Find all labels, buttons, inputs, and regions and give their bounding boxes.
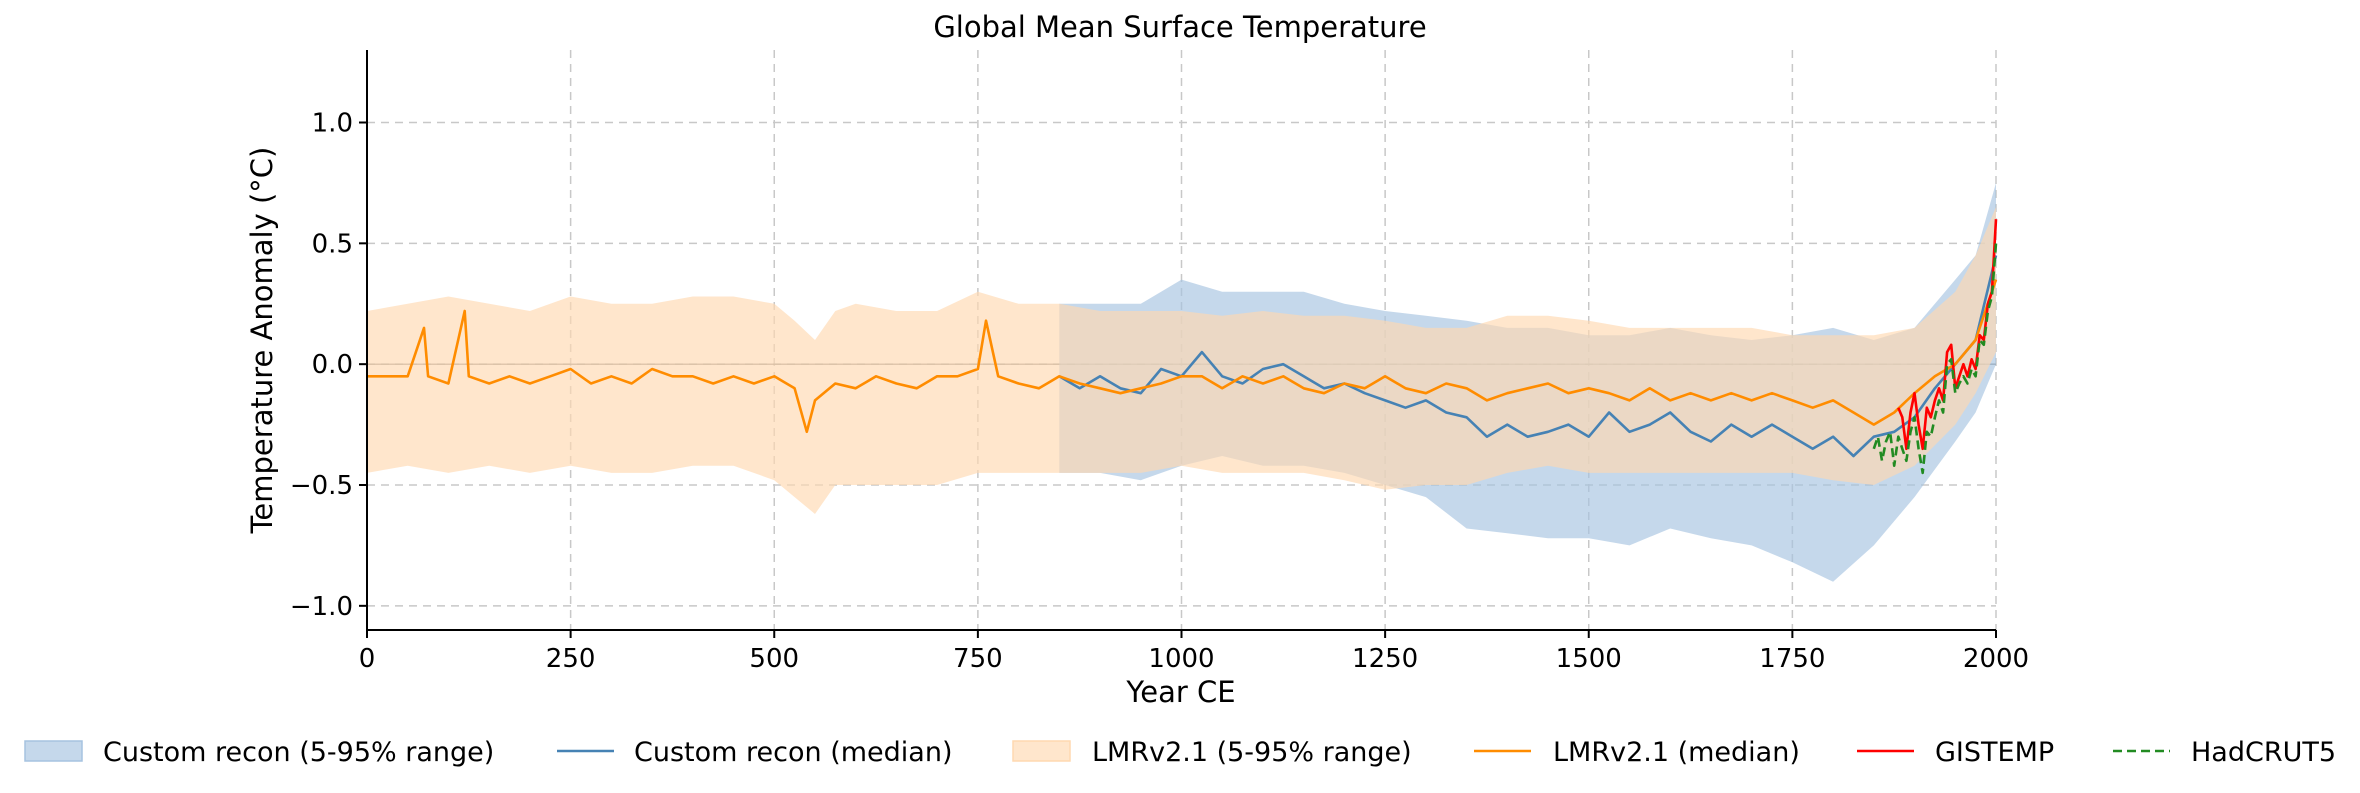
legend-label-gistemp: GISTEMP <box>1935 737 2054 768</box>
legend-label-hadcrut5: HadCRUT5 <box>2191 737 2336 768</box>
y-tick-label-2: 0.0 <box>312 350 353 380</box>
line-gistemp <box>1897 219 1998 451</box>
x-tick-label-2000: 2000 <box>1963 644 2029 674</box>
y-tick-label-1: −0.5 <box>290 471 353 501</box>
x-tick-label-1750: 1750 <box>1759 644 1825 674</box>
series-lines <box>367 219 1998 475</box>
legend-swatch-custom-recon-5-95-range <box>24 740 83 762</box>
line-hadcrut5 <box>1872 243 1998 475</box>
legend-label-lmrv2-1-5-95-range: LMRv2.1 (5-95% range) <box>1092 737 1412 768</box>
line-lmrv2-1-median <box>367 279 1998 434</box>
y-axis-title: Temperature Anomaly (°C) <box>245 147 279 535</box>
chart-title: Global Mean Surface Temperature <box>933 10 1426 44</box>
x-tick-label-1250: 1250 <box>1352 644 1418 674</box>
y-tick-label-4: 1.0 <box>312 109 353 139</box>
x-tick-label-500: 500 <box>749 644 799 674</box>
x-tick-label-750: 750 <box>953 644 1003 674</box>
x-axis-title: Year CE <box>1125 675 1235 709</box>
legend-swatch-lmrv2-1-5-95-range <box>1012 740 1071 762</box>
legend-label-custom-recon-5-95-range: Custom recon (5-95% range) <box>103 737 494 768</box>
x-ticks: 0 250 500 750 1000 1250 1500 1750 2000 <box>359 630 2029 674</box>
y-tick-label-3: 0.5 <box>312 229 353 259</box>
y-tick-label-0: −1.0 <box>290 592 353 622</box>
x-tick-label-1000: 1000 <box>1148 644 1214 674</box>
x-tick-label-0: 0 <box>359 644 376 674</box>
y-ticks: −1.0 −0.5 0.0 0.5 1.0 <box>290 109 367 622</box>
legend: Custom recon (5-95% range) Custom recon (… <box>24 737 2336 768</box>
x-tick-label-1500: 1500 <box>1556 644 1622 674</box>
legend-label-custom-recon-median: Custom recon (median) <box>634 737 952 768</box>
x-tick-label-250: 250 <box>546 644 596 674</box>
legend-label-lmrv2-1-median: LMRv2.1 (median) <box>1553 737 1800 768</box>
line-custom-recon-median <box>1058 255 1998 458</box>
